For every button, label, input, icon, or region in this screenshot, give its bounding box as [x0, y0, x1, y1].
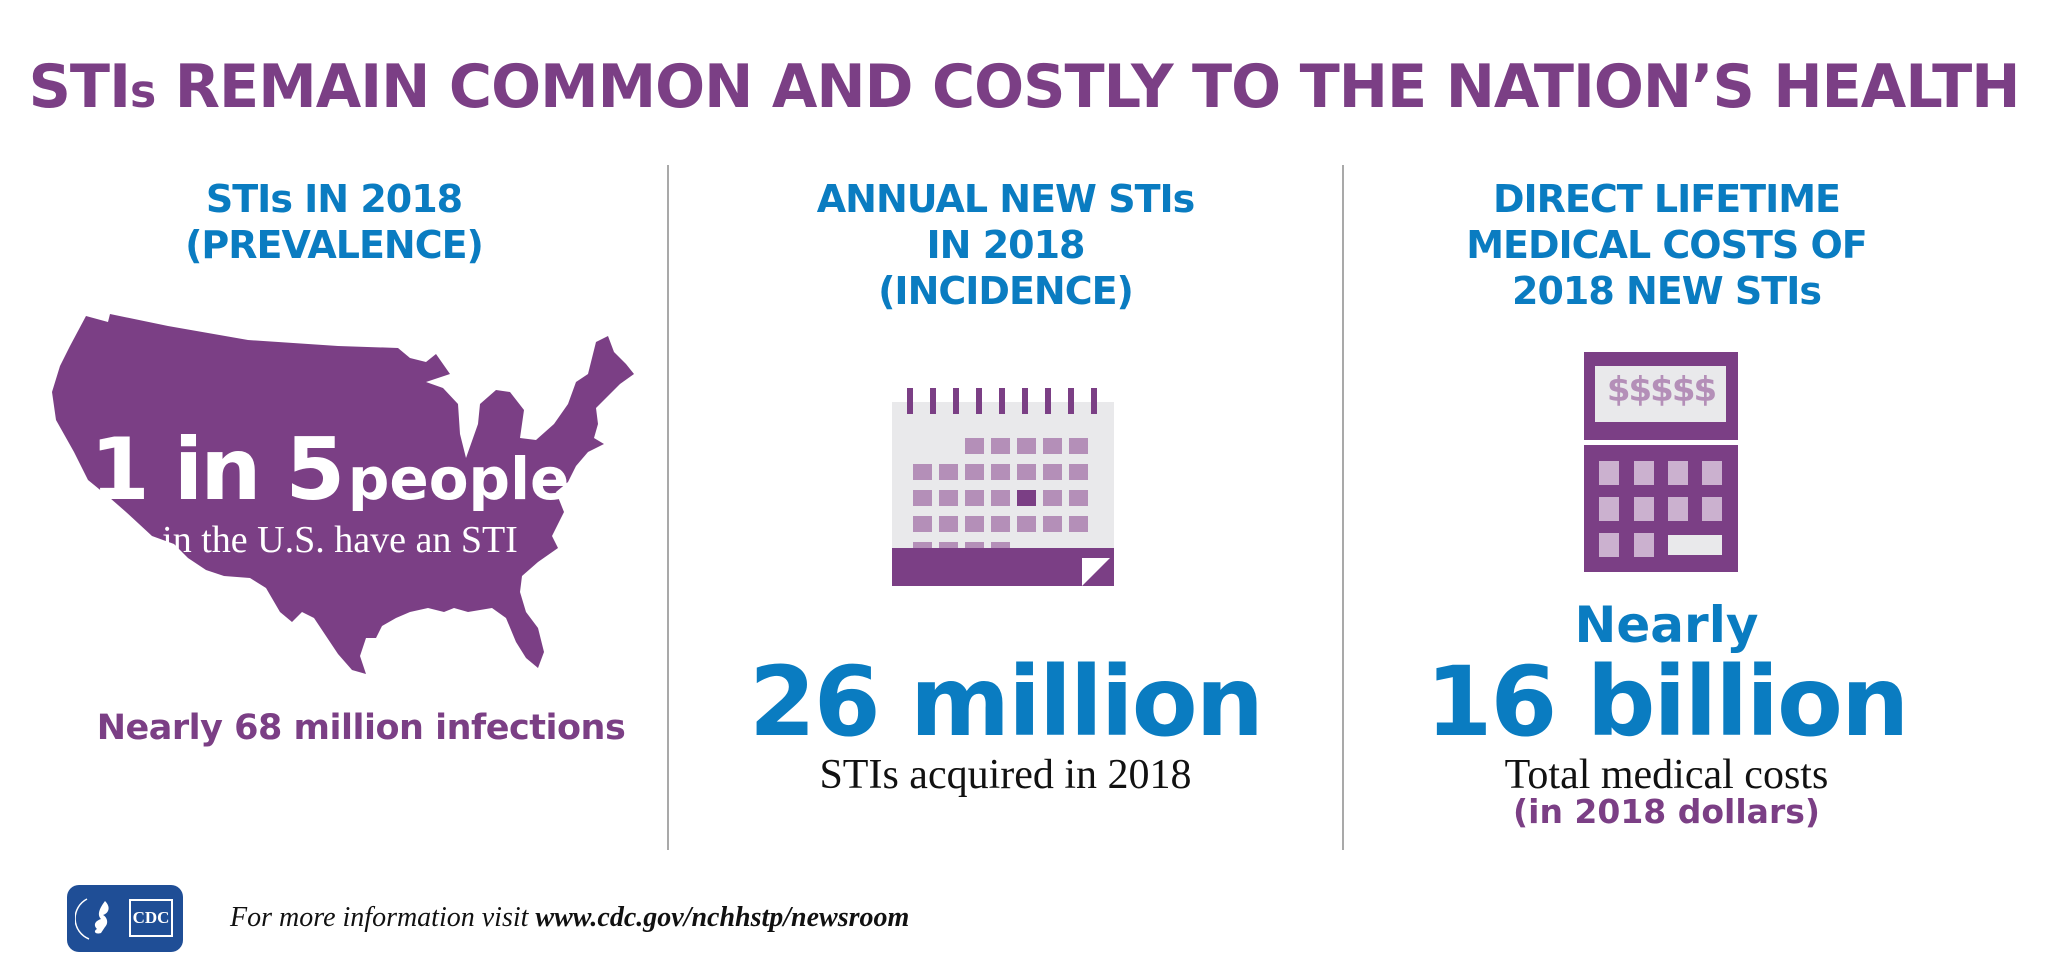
us-map-icon: [48, 312, 648, 692]
prevalence-heading: STIs IN 2018 (PREVALENCE): [0, 176, 668, 268]
heading-line: ANNUAL NEW STIs: [816, 177, 1196, 221]
incidence-caption: STIs acquired in 2018: [819, 752, 1192, 798]
incidence-heading: ANNUAL NEW STIs IN 2018 (INCIDENCE): [668, 176, 1343, 314]
heading-line: 2018 NEW STIs: [1512, 269, 1822, 313]
footer-info: For more information visit www.cdc.gov/n…: [230, 902, 909, 934]
people-label: people: [347, 445, 570, 513]
hhs-eagle-icon: [75, 898, 109, 940]
footer-info-prefix: For more information visit: [230, 902, 536, 933]
costs-heading: DIRECT LIFETIME MEDICAL COSTS OF 2018 NE…: [1344, 176, 1989, 314]
costs-number: 16 billion: [1425, 646, 1910, 758]
footer-link[interactable]: www.cdc.gov/nchhstp/newsroom: [535, 902, 910, 933]
title-prefix-s: s: [129, 65, 156, 118]
costs-caption-sub: (in 2018 dollars): [1513, 792, 1820, 831]
heading-line: (PREVALENCE): [185, 223, 484, 267]
column-divider: [1342, 165, 1344, 850]
heading-line: IN 2018: [926, 223, 1086, 267]
title-rest: REMAIN COMMON AND COSTLY TO THE NATION’S…: [155, 52, 2021, 122]
one-in-five: 1 in 5: [90, 420, 345, 520]
map-overlay-headline: 1 in 5 people: [90, 420, 630, 520]
cdc-wordmark-box: CDC: [129, 899, 173, 937]
cdc-wordmark: CDC: [131, 901, 171, 935]
column-divider: [667, 165, 669, 850]
map-overlay-sub: in the U.S. have an STI: [162, 519, 518, 561]
heading-line: STIs IN 2018: [205, 177, 463, 221]
prevalence-stat: Nearly 68 million infections: [96, 708, 626, 748]
costs-pre-label: Nearly: [1574, 596, 1759, 654]
page-title: STIs REMAIN COMMON AND COSTLY TO THE NAT…: [20, 52, 2027, 122]
cdc-logo[interactable]: CDC: [67, 885, 183, 952]
heading-line: DIRECT LIFETIME: [1492, 177, 1841, 221]
calendar-icon: [892, 388, 1114, 590]
costs-caption: Total medical costs: [1504, 752, 1829, 798]
calculator-icon: [1584, 352, 1738, 572]
heading-line: MEDICAL COSTS OF: [1466, 223, 1868, 267]
heading-line: (INCIDENCE): [878, 269, 1134, 313]
calculator-display: $$$$$: [1606, 370, 1717, 410]
incidence-number: 26 million: [749, 646, 1264, 758]
title-prefix: STI: [28, 52, 131, 122]
